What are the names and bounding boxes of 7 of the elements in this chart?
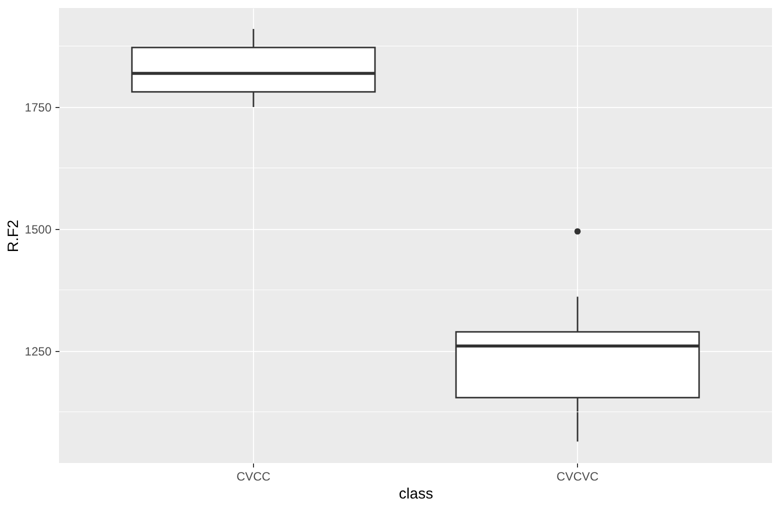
x-axis-title: class bbox=[398, 486, 434, 502]
x-tick-label: CVCVC bbox=[556, 470, 599, 484]
y-tick-label: 1750 bbox=[24, 100, 52, 114]
x-tick-label: CVCC bbox=[236, 470, 271, 484]
y-tick-label: 1250 bbox=[24, 344, 52, 358]
y-tick-label: 1500 bbox=[24, 222, 52, 236]
y-axis-title: R.F2 bbox=[4, 220, 22, 252]
